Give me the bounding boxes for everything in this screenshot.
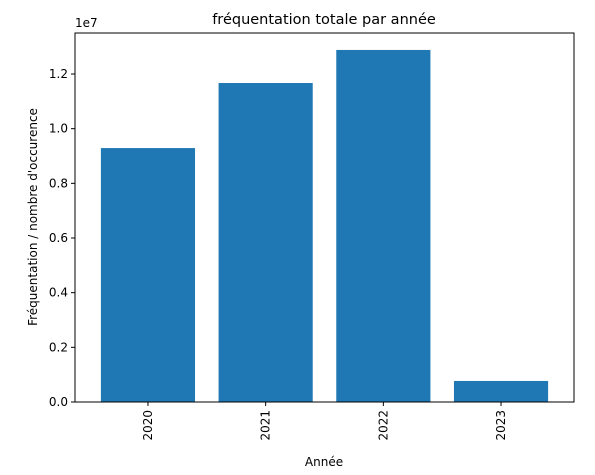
y-axis-ticks: 0.0 0.2 0.4 0.6 0.8 1.0 1.2 (49, 67, 75, 409)
x-axis-label: Année (305, 455, 343, 469)
x-tick-label-2022: 2022 (376, 410, 390, 441)
bar-2023 (453, 380, 549, 402)
y-tick-label: 0.4 (49, 286, 68, 300)
y-tick-label: 1.2 (49, 67, 68, 81)
y-tick-label: 0.8 (49, 176, 68, 190)
y-axis-label: Fréquentation / nombre d'occurence (26, 108, 40, 326)
bar-2022 (336, 49, 431, 402)
bars-group (100, 49, 549, 403)
x-tick-label-2021: 2021 (259, 410, 273, 441)
y-tick-label: 0.2 (49, 340, 68, 354)
y-tick-label: 1.0 (49, 122, 68, 136)
plot-frame (74, 32, 575, 403)
bar-2021 (218, 83, 313, 403)
x-tick-label-2023: 2023 (494, 410, 508, 441)
bar-2020 (100, 148, 196, 402)
x-axis-ticks: 2020 2021 2022 2023 (141, 402, 508, 441)
chart-title: fréquentation totale par année (212, 12, 436, 28)
y-tick-label: 0.6 (49, 231, 68, 245)
x-tick-label-2020: 2020 (141, 410, 155, 441)
y-tick-label: 0.0 (49, 395, 68, 409)
y-axis-scale-label: 1e7 (75, 16, 98, 30)
